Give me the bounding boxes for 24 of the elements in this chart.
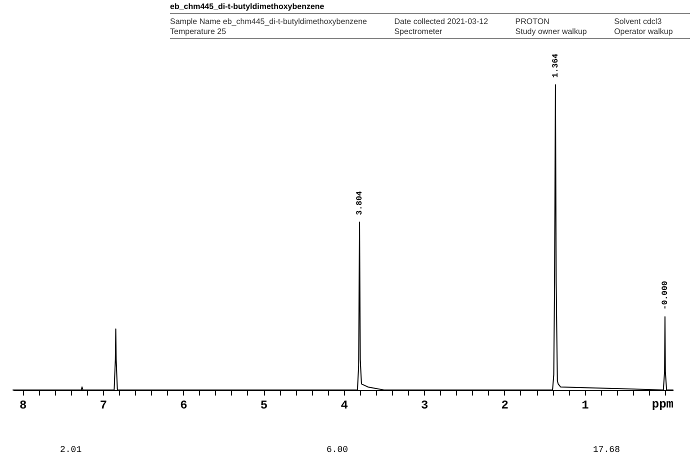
text: Temperature 25 (170, 27, 228, 36)
text: Operator walkup (614, 27, 674, 36)
text: Date collected 2021-03-12 (394, 17, 490, 26)
x-tick-label: 2 (501, 398, 508, 412)
text: 17.68 (592, 445, 620, 455)
text: Study owner walkup (515, 27, 588, 36)
text: PROTON (515, 17, 550, 26)
text: Spectrometer (394, 27, 444, 36)
x-tick-label: 1 (582, 398, 589, 412)
x-tick-label: 5 (260, 398, 268, 412)
x-tick-label: 7 (100, 398, 108, 412)
text: 2.01 (60, 445, 82, 455)
x-axis-title: ppm (652, 398, 674, 412)
x-tick-label: 6 (180, 398, 188, 412)
annotation: 3.804 (356, 190, 365, 216)
text: Sample Name eb_chm445_di-t-butyldimethoxybenzene (170, 17, 368, 26)
chart-title: eb_chm445_di-t-butyldimethoxybenzene (170, 2, 690, 14)
x-tick-label: 8 (20, 398, 27, 412)
x-tick-label: 4 (340, 398, 348, 412)
x-tick-label: 3 (420, 398, 428, 412)
text: 6.00 (326, 445, 348, 455)
text: Solvent cdcl3 (614, 17, 663, 26)
annotation: -0.000 (660, 280, 670, 310)
annotation: 1.364 (551, 53, 560, 78)
